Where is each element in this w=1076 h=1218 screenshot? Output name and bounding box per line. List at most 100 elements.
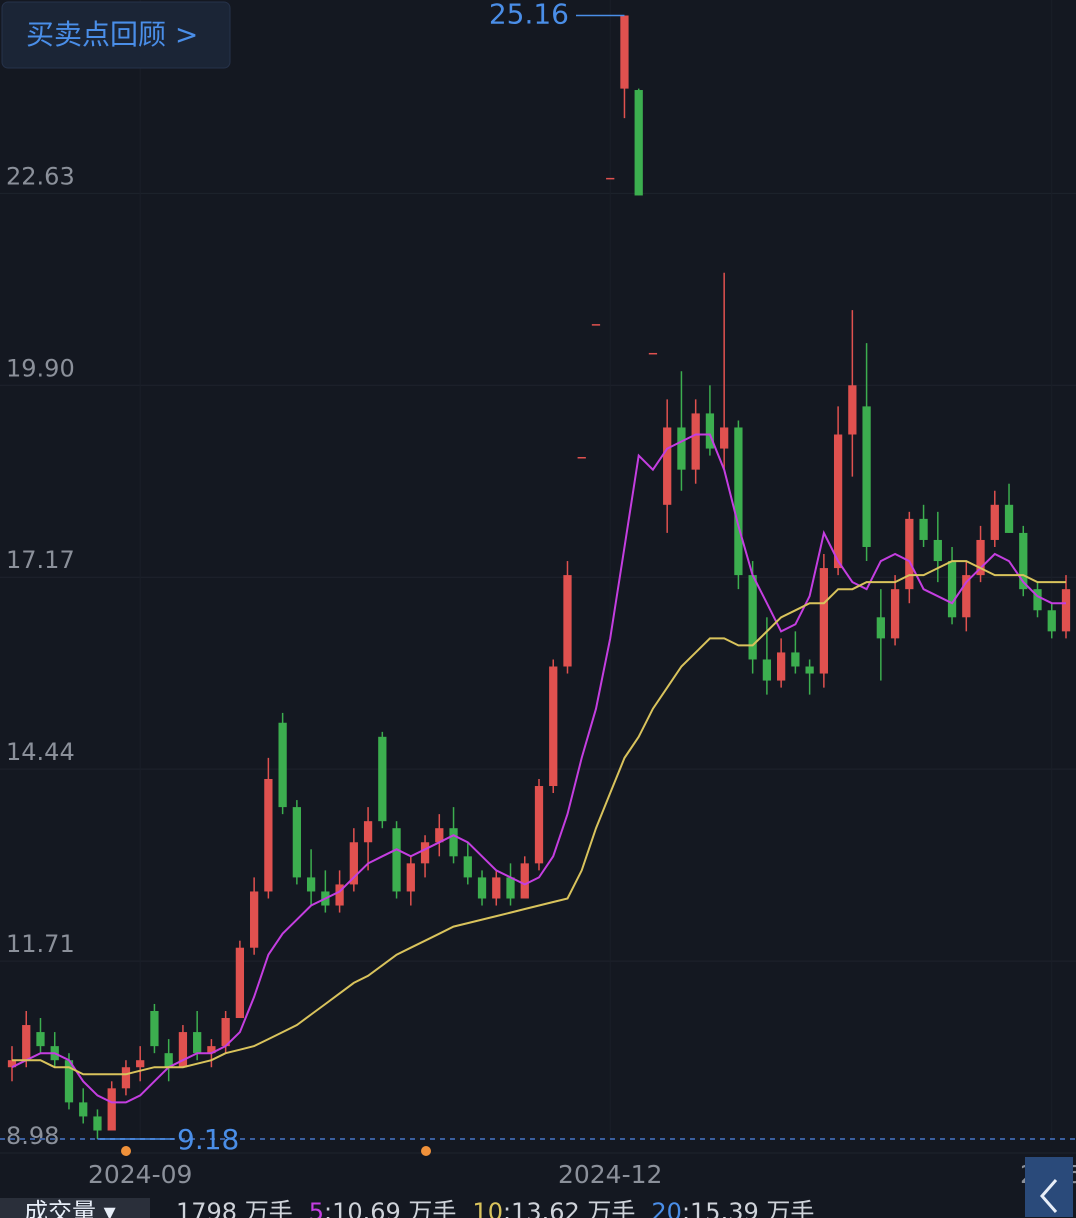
candle-body: [663, 427, 672, 505]
candle-body: [107, 1088, 116, 1131]
candle-body: [349, 842, 358, 885]
indicator-key: 20: [651, 1198, 682, 1218]
candle-body: [178, 1032, 188, 1068]
candle-body: [36, 1032, 45, 1047]
moving-average-line: [12, 560, 1066, 1076]
candle-body: [762, 659, 772, 681]
candle-body: [392, 828, 401, 892]
candle-body: [164, 1053, 173, 1068]
candle-body: [1047, 610, 1056, 632]
y-tick-label: 17.17: [6, 546, 75, 574]
candle-body: [563, 575, 572, 667]
candle-body: [890, 589, 900, 639]
candle-body: [235, 947, 245, 1019]
indicator-key: 5: [309, 1198, 324, 1218]
candle-body: [79, 1102, 88, 1117]
moving-average-line: [11, 433, 1066, 1104]
indicator-tab[interactable]: [0, 1198, 150, 1218]
indicator-item: 5:10.69 万手: [309, 1198, 457, 1218]
candle-body: [449, 828, 458, 857]
y-tick-label: 22.63: [6, 162, 75, 190]
candle-body: [420, 842, 430, 864]
signal-dot: [121, 1146, 131, 1156]
candle-body: [520, 863, 529, 899]
indicator-value: :13.62 万手: [503, 1198, 635, 1218]
candle-body: [819, 568, 828, 674]
y-tick-label: 19.90: [6, 354, 75, 382]
low-label: 9.18: [177, 1123, 239, 1156]
candle-body: [22, 1025, 31, 1061]
candle-body: [1004, 504, 1014, 533]
candle-body: [705, 413, 715, 449]
signal-dot: [421, 1146, 431, 1156]
plot: 25.16 9.18: [7, 0, 1071, 1156]
candle-body: [306, 877, 316, 892]
candle-body: [947, 561, 957, 618]
candle-body: [378, 736, 387, 822]
candle-body: [64, 1060, 74, 1103]
candle-body: [620, 15, 629, 89]
y-tick-label: 14.44: [6, 738, 75, 766]
candle-body: [549, 666, 558, 787]
candle-body: [648, 352, 658, 355]
y-tick-label: 11.71: [6, 930, 75, 958]
indicator-item: 20:15.39 万手: [651, 1198, 814, 1218]
indicator-value: :15.39 万手: [682, 1198, 814, 1218]
candle-body: [677, 427, 686, 470]
review-button[interactable]: [1, 1, 231, 69]
candle-body: [264, 778, 273, 892]
back-arrow[interactable]: [1040, 1179, 1058, 1213]
candle-body: [905, 518, 914, 590]
candle-body: [463, 856, 472, 878]
high-label: 25.16: [489, 0, 569, 31]
indicator-item: 10:13.62 万手: [472, 1198, 635, 1218]
candle-body: [862, 406, 871, 547]
candle-body: [691, 413, 700, 470]
candle-body: [591, 324, 601, 326]
x-tick-label: 2024-09: [88, 1160, 192, 1189]
candle-body: [335, 884, 344, 906]
grid: 8.98 11.71 14.44 17.17 19.90 22.63 2024-09 2024…: [0, 162, 1076, 1189]
candle-body: [876, 617, 885, 639]
candle-body: [363, 821, 373, 843]
candle-body: [193, 1032, 202, 1054]
candle-body: [577, 457, 586, 459]
candle-body: [933, 539, 942, 562]
candle-body: [406, 863, 415, 892]
candle-body: [919, 518, 928, 540]
candle-body: [221, 1018, 230, 1047]
candle-body: [990, 504, 999, 540]
review-button-label[interactable]: 买卖点回顾 >: [26, 18, 198, 51]
candle-body: [833, 434, 843, 569]
indicator-bar: 成交量 ▾ 1798 万手 5:10.69 万手 10:13.62 万手 20:15.3…: [24, 1198, 814, 1218]
candle-body: [634, 90, 643, 196]
candle-body: [250, 891, 259, 948]
candle-body: [720, 427, 729, 449]
candle-body: [534, 786, 544, 864]
candle-body: [136, 1060, 145, 1068]
indicator-item: 1798 万手: [176, 1198, 293, 1218]
candle-body: [477, 877, 487, 899]
candle-body: [93, 1116, 102, 1131]
candle-body: [492, 877, 501, 899]
y-tick-label: 8.98: [6, 1122, 59, 1150]
candle-body: [976, 539, 985, 576]
indicator-key: 10: [472, 1198, 503, 1218]
candle-body: [207, 1046, 216, 1054]
candle-body: [435, 828, 444, 843]
candle-body: [1033, 589, 1042, 611]
candle-body: [777, 652, 786, 681]
candle-body: [734, 427, 743, 576]
candle-body: [506, 877, 515, 899]
candle-body: [278, 722, 287, 808]
candle-body: [791, 652, 800, 667]
candle-body: [1061, 589, 1071, 632]
x-tick-label: 2024-12: [558, 1160, 662, 1189]
indicator-name: 成交量 ▾: [24, 1198, 116, 1218]
candle-body: [292, 807, 301, 878]
candle-body: [150, 1010, 159, 1047]
indicator-value: :10.69 万手: [324, 1198, 456, 1218]
